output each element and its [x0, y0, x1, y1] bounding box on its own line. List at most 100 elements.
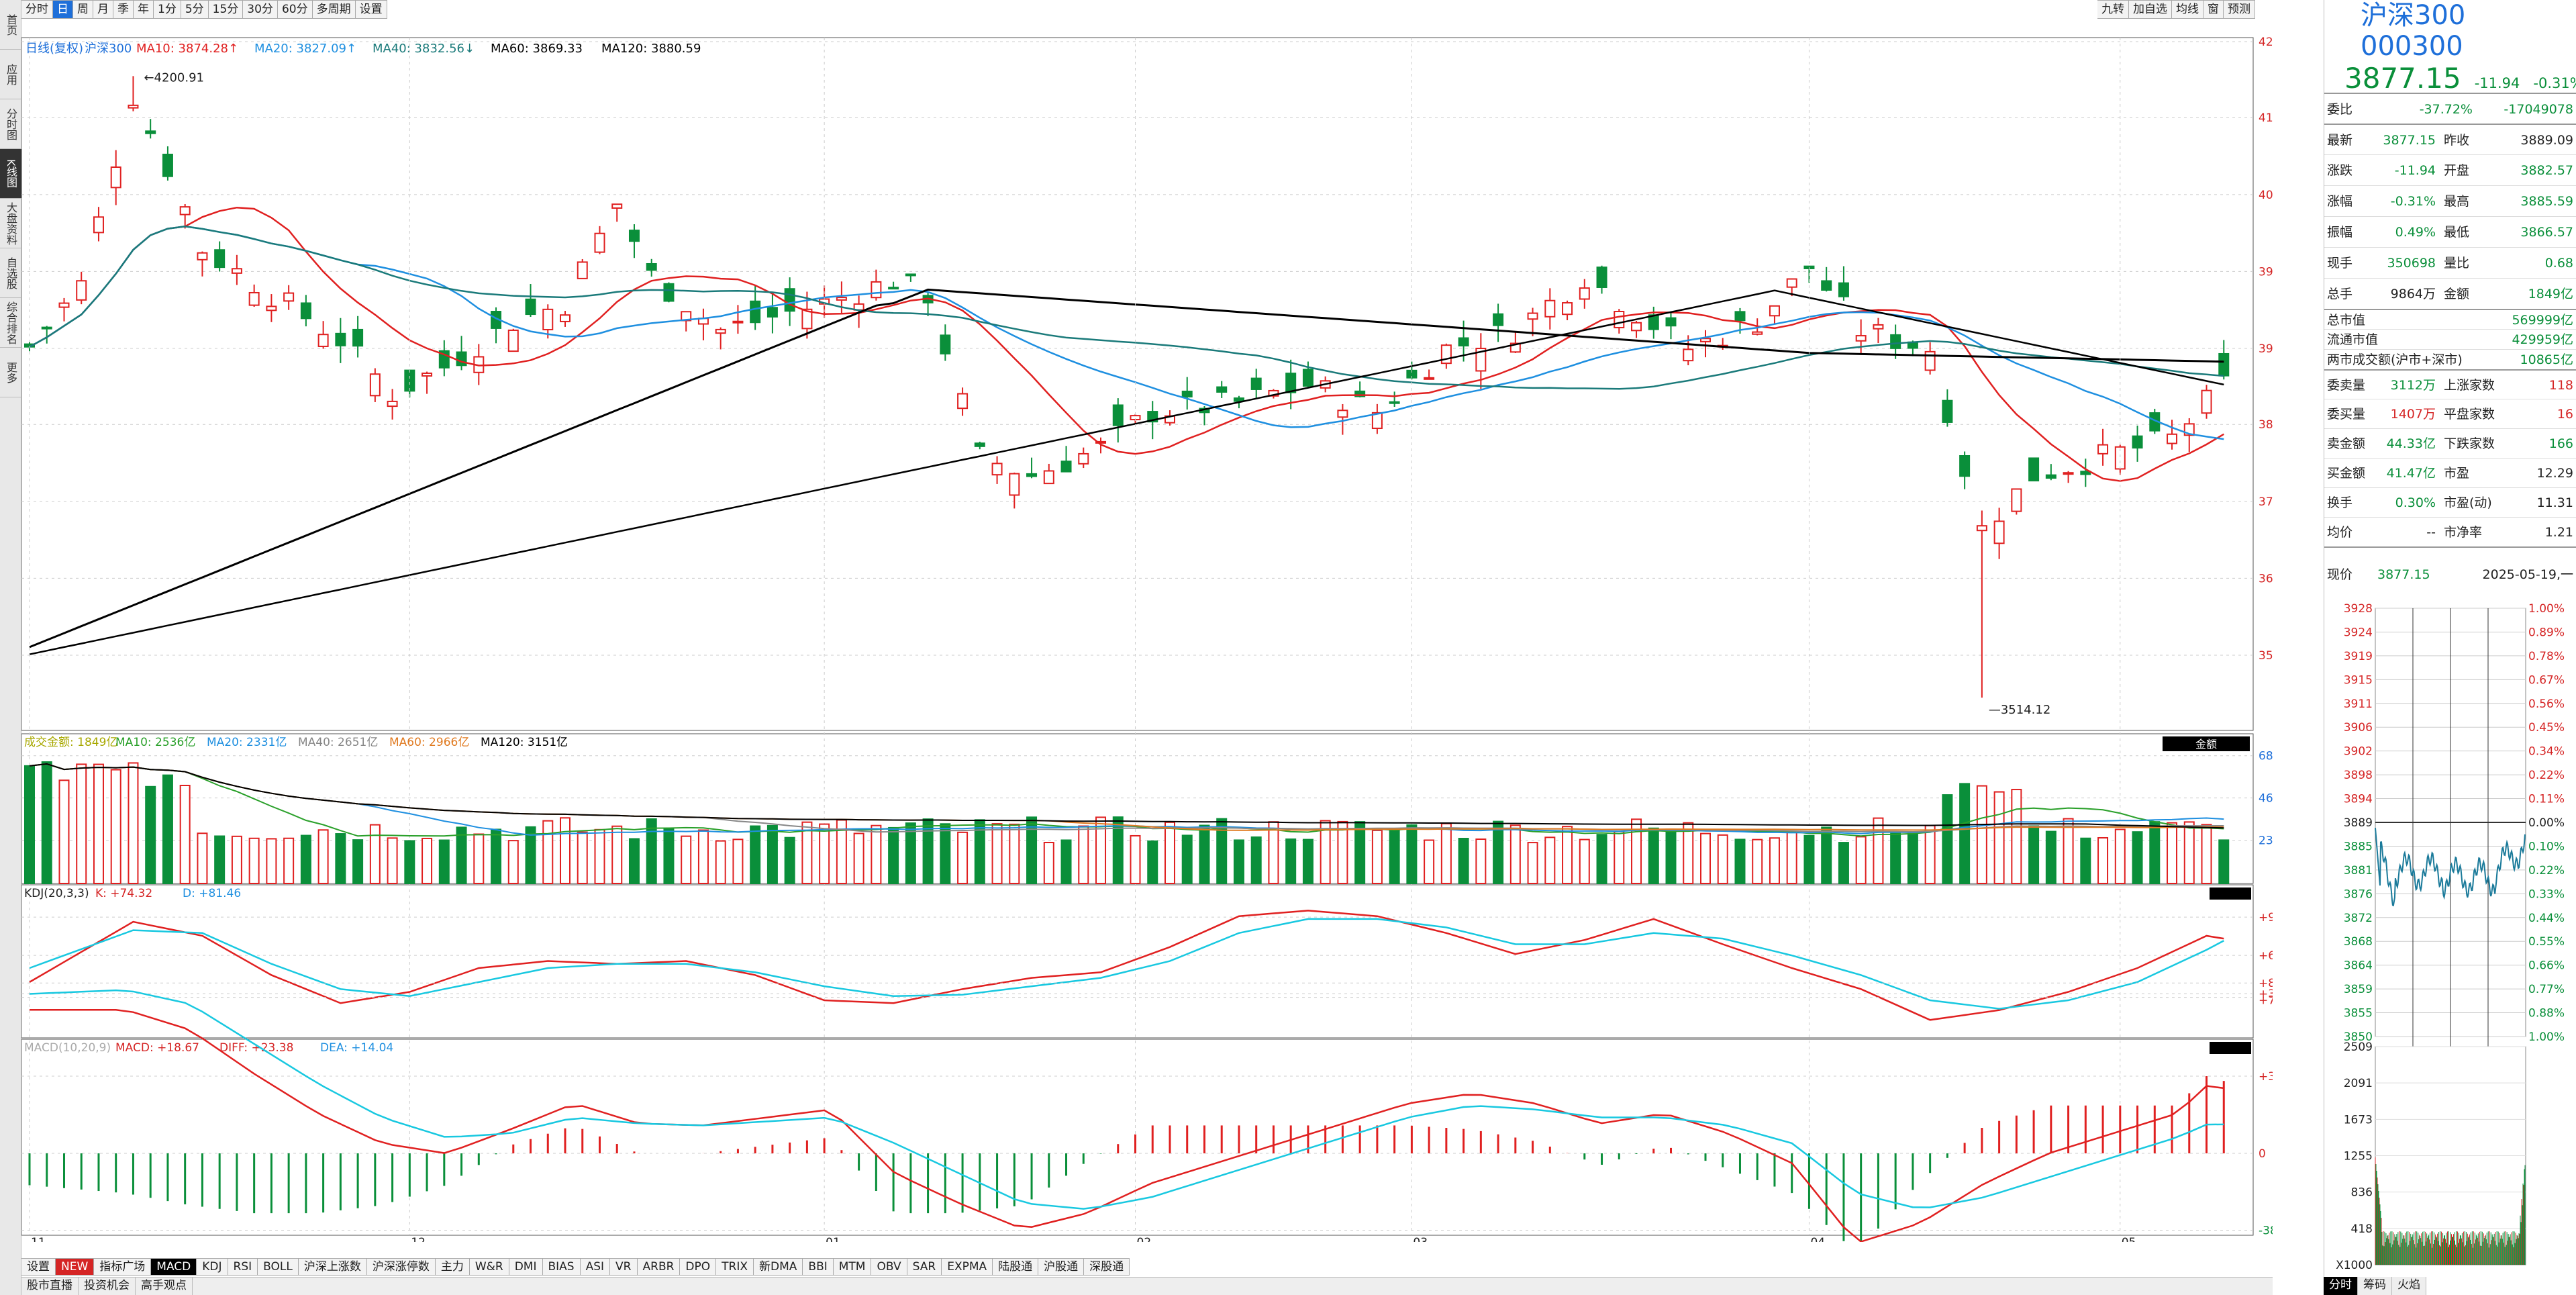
indicator-tab[interactable]: DPO [680, 1258, 717, 1276]
intraday-chart[interactable]: 3928 1.00% 3924 0.89% 3919 0.78% 3915 0.67% 3911… [2324, 600, 2576, 1272]
left-tab[interactable]: 应用 [0, 50, 21, 99]
volume-bar [628, 838, 640, 884]
label: 换手 [2327, 495, 2353, 510]
period-tab[interactable]: 日 [53, 0, 73, 19]
period-tab[interactable]: 周 [73, 0, 93, 19]
indicator-tab[interactable]: SAR [907, 1258, 942, 1276]
status-tab[interactable]: 股市直播 [21, 1278, 79, 1295]
toolbar-button[interactable]: 窗 [2203, 0, 2224, 19]
period-tab[interactable]: 5分 [181, 0, 209, 19]
period-tab[interactable]: 15分 [208, 0, 244, 19]
left-tab[interactable]: 分时图 [0, 99, 21, 149]
toolbar-button[interactable]: 加自选 [2129, 0, 2172, 19]
left-tab[interactable]: 自选股 [0, 248, 21, 298]
indicator-tab[interactable]: TRIX [716, 1258, 754, 1276]
value: 0.68 [2544, 256, 2573, 271]
toolbar-button[interactable]: 预测 [2224, 0, 2255, 19]
indicator-tab[interactable]: 深股通 [1084, 1258, 1130, 1276]
quote-row: 涨幅 -0.31% 最高 3885.59 [2324, 185, 2576, 216]
candle-body [715, 328, 726, 334]
period-tab[interactable]: 设置 [355, 0, 387, 19]
status-tab[interactable]: 投资机会 [79, 1278, 136, 1295]
period-tab[interactable]: 分时 [21, 0, 53, 19]
indicator-tab[interactable]: BOLL [258, 1258, 299, 1276]
label: 现价 [2327, 567, 2353, 582]
indicator-tab[interactable]: 指标广场 [94, 1258, 152, 1276]
mini-axis-label: 3928 [2344, 602, 2373, 616]
vol-ma-line [29, 763, 2224, 829]
macd-badge[interactable] [2210, 1042, 2251, 1054]
volume-bar [766, 824, 778, 885]
candle-body [404, 369, 415, 392]
candle-body [1095, 440, 1107, 444]
indicator-tab[interactable]: VR [610, 1258, 638, 1276]
volume-bar [1475, 838, 1487, 884]
period-tab[interactable]: 季 [113, 0, 134, 19]
side-foot-tab[interactable]: 筹码 [2358, 1277, 2392, 1295]
label: 最高 [2444, 194, 2470, 209]
kdj-badge[interactable] [2210, 888, 2251, 900]
volume-bar [663, 828, 675, 885]
value: -37.72% [2419, 102, 2473, 117]
indicator-tab[interactable]: 主力 [435, 1258, 470, 1276]
label: 卖金额 [2327, 436, 2366, 451]
price-axis-label: 3816 [2259, 418, 2273, 432]
left-tab[interactable]: 大盘资料 [0, 199, 21, 248]
indicator-tab[interactable]: MACD [151, 1258, 197, 1276]
label: 最新 [2327, 133, 2353, 148]
volume-bar [1924, 824, 1936, 885]
indicator-tab[interactable]: 沪深涨停数 [366, 1258, 436, 1276]
side-foot-tab[interactable]: 分时 [2324, 1277, 2358, 1295]
macd-axis-label: +78.26 [2259, 994, 2273, 1008]
indicator-tab[interactable]: 设置 [21, 1258, 56, 1276]
indicator-tab[interactable]: W&R [469, 1258, 509, 1276]
indicator-tab[interactable]: 沪股通 [1038, 1258, 1085, 1276]
indicator-tab[interactable]: OBV [871, 1258, 907, 1276]
period-tab[interactable]: 30分 [243, 0, 278, 19]
indicator-tab[interactable]: MTM [833, 1258, 872, 1276]
indicator-tab[interactable]: ARBR [637, 1258, 681, 1276]
date-label: 02 [1137, 1236, 1152, 1242]
indicator-tab[interactable]: RSI [228, 1258, 258, 1276]
indicator-tab[interactable]: 沪深上涨数 [298, 1258, 367, 1276]
candle-body [1233, 397, 1244, 402]
kline-chart[interactable]: 4239 4155 4070 3985 3900 3816 3731 3646 3561 日线(复… [21, 19, 2273, 1242]
indicator-tab[interactable]: ASI [580, 1258, 611, 1276]
left-tab[interactable]: K线图 [0, 149, 21, 199]
indicator-tab[interactable]: EXPMA [942, 1258, 993, 1276]
volume-bar [1026, 816, 1038, 885]
volume-bar [76, 763, 87, 884]
period-tab[interactable]: 1分 [154, 0, 181, 19]
indicator-tab[interactable]: BBI [803, 1258, 834, 1276]
volume-bar [1320, 820, 1331, 884]
left-tab[interactable]: 更多 [0, 348, 21, 397]
value: -17049078 [2504, 102, 2573, 117]
status-tab[interactable]: 高手观点 [136, 1278, 193, 1295]
left-tab[interactable]: 综合排名 [0, 298, 21, 348]
macd-axis-label: 0 [2259, 1147, 2266, 1161]
toolbar-button[interactable]: 九转 [2097, 0, 2129, 19]
volume-bar [1544, 836, 1556, 884]
indicator-tab[interactable]: NEW [56, 1258, 95, 1276]
candle-body [507, 329, 519, 352]
candle-body [300, 302, 311, 320]
period-tab[interactable]: 多周期 [312, 0, 356, 19]
volume-bar [646, 818, 657, 885]
indicator-tab[interactable]: DMI [509, 1258, 543, 1276]
indicator-tab[interactable]: 新DMA [754, 1258, 803, 1276]
toolbar-button[interactable]: 均线 [2172, 0, 2203, 19]
mini-axis-label: 3872 [2344, 912, 2373, 925]
indicator-tab[interactable]: BIAS [542, 1258, 581, 1276]
macd-axis-label: +85.47 [2259, 977, 2273, 990]
vol-badge[interactable] [2163, 736, 2250, 751]
main-legend-item: MA10: 3874.28↑ [136, 42, 238, 56]
indicator-tab[interactable]: 陆股通 [993, 1258, 1039, 1276]
indicator-tab[interactable]: KDJ [197, 1258, 228, 1276]
period-tab[interactable]: 月 [93, 0, 113, 19]
period-tab[interactable]: 60分 [277, 0, 313, 19]
period-tab[interactable]: 年 [134, 0, 154, 19]
label: 上涨家数 [2444, 378, 2495, 393]
side-foot-tab[interactable]: 火焰 [2392, 1277, 2426, 1295]
left-tab[interactable]: 首页 [0, 0, 21, 50]
volume-bar [2114, 828, 2126, 884]
